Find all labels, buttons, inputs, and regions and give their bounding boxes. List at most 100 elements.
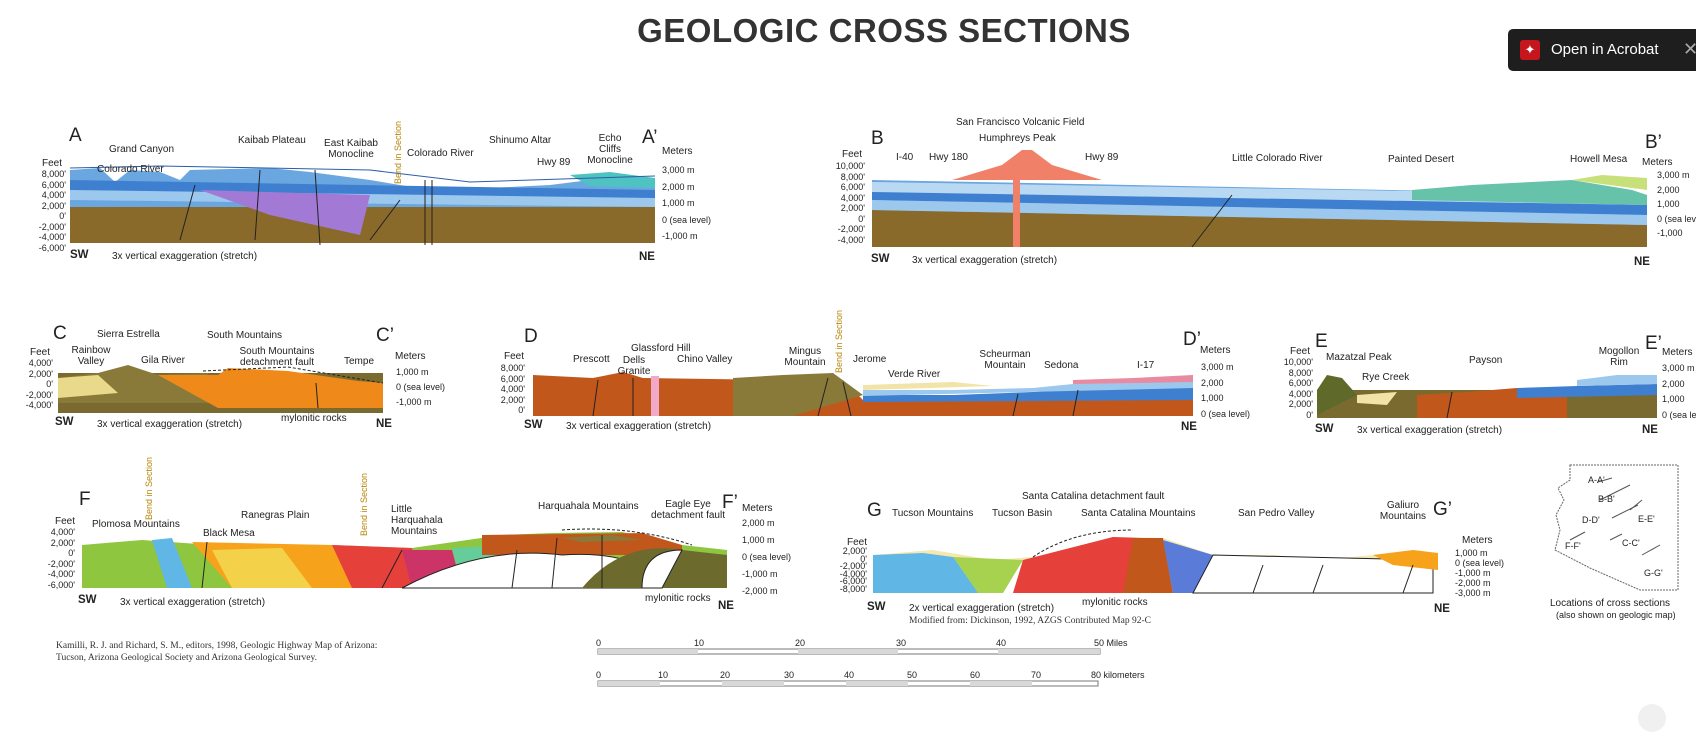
tick: 2,000' (842, 546, 867, 556)
label-tucson-mountains: Tucson Mountains (892, 508, 974, 519)
tick: 4,000' (41, 190, 66, 200)
scroll-indicator[interactable] (1638, 704, 1666, 732)
label-hwy-180: Hwy 180 (929, 152, 968, 163)
label-mazatzal-peak: Mazatzal Peak (1326, 352, 1392, 363)
vertical-exaggeration-note: 3x vertical exaggeration (stretch) (112, 251, 258, 262)
tick: 2,000 (1657, 184, 1680, 195)
label-galiuro-mountains: Galiuro Mountains (1379, 500, 1427, 522)
scale-tick-label: 0 (596, 670, 602, 680)
tick: -4,000' (837, 234, 865, 245)
bend-in-section-f-1: Bend in Section (144, 456, 154, 520)
label-colorado-river-2: Colorado River (407, 148, 474, 159)
meters-unit-label: Meters (1662, 347, 1693, 358)
label-colorado-river-1: Colorado River (97, 164, 164, 175)
tick: -4,000' (839, 568, 867, 579)
feet-unit-label: Feet (30, 347, 51, 358)
acrobat-icon: ✦ (1520, 40, 1540, 60)
tick: -6,000' (38, 242, 66, 253)
label-hwy-89: Hwy 89 (1085, 152, 1119, 163)
tick: 0' (1306, 409, 1313, 420)
scale-tick-label: 20 (720, 670, 731, 680)
tick: 3,000 m (1657, 170, 1690, 180)
bend-in-section-a: Bend in Section (393, 120, 403, 184)
meters-axis-e: 3,000 m 2,000 1,000 0 (sea le (1662, 361, 1696, 423)
scale-tick-label: 0 (596, 638, 602, 648)
tick: -2,000' (837, 224, 865, 234)
open-in-acrobat-button[interactable]: ✦ Open in Acrobat ✕ (1508, 29, 1696, 71)
tick: 1,000 m (396, 367, 429, 377)
tick: -1,000 (1657, 228, 1683, 238)
scale-tick-label: 40 (844, 670, 855, 680)
tick: 0 (sea level) (1201, 408, 1251, 419)
tick: -4,000' (47, 569, 75, 579)
tick: -4,000' (38, 232, 66, 242)
tick: -1,000 m (742, 569, 778, 579)
feet-unit-label: Feet (55, 516, 76, 527)
locations-caption: Locations of cross sections (1550, 598, 1671, 609)
location-label: A-A' (1588, 475, 1605, 485)
section-d-graphic (533, 372, 1193, 417)
tick: 2,000 (1662, 378, 1685, 389)
tick: 1,000 (1657, 199, 1680, 209)
tick: 2,000' (500, 394, 525, 405)
meters-axis-g: 1,000 m 0 (sea level) -1,000 m -2,000 m … (1455, 548, 1504, 598)
label-santa-catalina-detachment-fault: Santa Catalina detachment fault (1022, 491, 1165, 502)
feet-axis-f: 4,000' 2,000' 0' -2,000' -4,000' -6,000' (30, 527, 75, 590)
section-f-start-label: F (79, 489, 91, 510)
label-south-mountains: South Mountains (207, 330, 283, 341)
tick: 0 (sea level) (1455, 558, 1505, 568)
tick: -2,000' (839, 561, 867, 571)
label-rainbow-valley: Rainbow Valley (71, 345, 111, 367)
label-mingus-mountain: Mingus Mountain (784, 346, 826, 368)
label-plomosa-mountains: Plomosa Mountains (92, 519, 180, 530)
direction-sw: SW (867, 601, 886, 613)
section-b-end-label: B’ (1645, 132, 1662, 153)
scale-tick-label: 70 (1031, 670, 1042, 680)
label-san-francisco-volcanic-field: San Francisco Volcanic Field (956, 117, 1085, 128)
location-label: B-B' (1598, 494, 1615, 504)
tick: 6,000' (41, 179, 66, 190)
tick: 10,000' (1283, 357, 1313, 367)
feet-axis-g: 2,000' 0' -2,000' -4,000' -6,000' -8,000… (822, 546, 867, 593)
tick: 4,000' (50, 527, 75, 537)
section-c-end-label: C’ (376, 325, 394, 346)
label-gila-river: Gila River (141, 355, 185, 366)
meters-unit-label: Meters (742, 503, 773, 514)
label-i-40: I-40 (896, 152, 914, 163)
tick: 6,000' (500, 373, 525, 384)
label-santa-catalina-mountains: Santa Catalina Mountains (1081, 508, 1196, 519)
scale-tick-label: 80 kilometers (1091, 670, 1145, 680)
feet-axis-a: 8,000' 6,000' 4,000' 2,000' 0' -2,000' -… (20, 169, 66, 253)
scale-bar-miles-graphic (597, 648, 1101, 655)
tick: -1,000 m (1455, 568, 1491, 578)
label-harquahala-mountains: Harquahala Mountains (538, 501, 639, 512)
tick: -2,000' (47, 558, 75, 569)
tick: 0' (518, 405, 525, 415)
feet-unit-label: Feet (847, 537, 868, 548)
vertical-exaggeration-note: 3x vertical exaggeration (stretch) (566, 421, 712, 432)
section-b-start-label: B (871, 128, 884, 149)
feet-unit-label: Feet (1290, 346, 1311, 357)
label-black-mesa: Black Mesa (203, 528, 255, 539)
location-label: F-F' (1565, 541, 1581, 551)
tick: -6,000' (47, 579, 75, 590)
meters-unit-label: Meters (395, 351, 426, 362)
scale-tick-label: 20 (795, 638, 806, 648)
feet-unit-label: Feet (842, 149, 863, 160)
section-g-end-label: G’ (1433, 499, 1452, 520)
vertical-exaggeration-note: 3x vertical exaggeration (stretch) (120, 597, 266, 608)
tick: 3,000 m (1201, 362, 1234, 372)
direction-ne: NE (718, 600, 734, 612)
tick: -1,000 m (396, 397, 432, 407)
tick: 8,000' (41, 169, 66, 179)
section-a-start-label: A (69, 125, 82, 146)
location-label: E-E' (1638, 514, 1655, 524)
label-kaibab-plateau: Kaibab Plateau (238, 135, 306, 146)
tick: 1,000 (1662, 394, 1685, 404)
tick: 0 (sea level) (662, 214, 712, 225)
close-icon[interactable]: ✕ (1683, 39, 1696, 59)
direction-sw: SW (70, 249, 89, 261)
label-grand-canyon: Grand Canyon (109, 144, 175, 155)
feet-axis-e: 10,000' 8,000' 6,000' 4,000' 2,000' 0' (1270, 357, 1313, 420)
tick: 0 (sea le (1662, 409, 1696, 420)
